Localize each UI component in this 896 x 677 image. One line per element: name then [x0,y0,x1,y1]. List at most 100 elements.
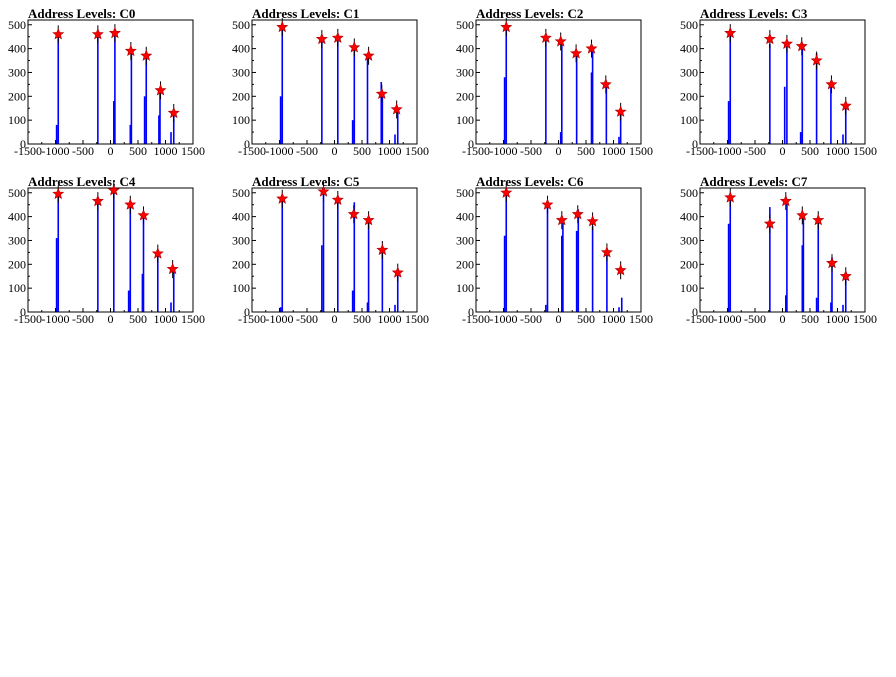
x-tick-label: 500 [353,144,371,158]
chart-panel: Address Levels: C30100200300400500-1500-… [680,6,877,158]
peak-marker [796,209,809,221]
y-tick-label: 400 [8,42,26,56]
x-tick-label: 0 [780,144,786,158]
x-tick-label: -1000 [42,312,70,326]
x-tick-label: -500 [520,144,542,158]
peak-marker [839,99,852,111]
x-tick-label: 0 [556,144,562,158]
chart-panel: Address Levels: C60100200300400500-1500-… [456,174,653,326]
x-tick-label: 1500 [853,144,877,158]
x-tick-label: -1500 [462,144,490,158]
chart-panel: Address Levels: C00100200300400500-1500-… [8,6,205,158]
y-tick-label: 500 [680,18,698,32]
x-tick-label: 1000 [154,312,178,326]
x-tick-label: -1500 [238,312,266,326]
x-tick-label: 1000 [826,144,850,158]
plot-frame [475,187,642,313]
x-tick-label: 0 [332,312,338,326]
chart-title: Address Levels: C3 [700,6,808,21]
peak-marker [154,84,167,96]
y-tick-label: 300 [456,65,474,79]
peak-marker [52,27,65,40]
x-tick-label: 1000 [826,312,850,326]
peak-marker [124,44,137,57]
peak-marker [614,263,627,276]
y-tick-label: 100 [8,113,26,127]
plot-frame [251,19,418,145]
chart-panel: Address Levels: C40100200300400500-1500-… [8,174,205,326]
x-tick-label: 1500 [181,144,205,158]
y-tick-label: 500 [456,18,474,32]
chart-title: Address Levels: C5 [252,174,360,189]
x-tick-label: 500 [801,144,819,158]
peak-marker [331,193,344,206]
x-tick-label: 500 [353,312,371,326]
x-tick-label: -500 [744,144,766,158]
y-tick-label: 100 [680,113,698,127]
y-tick-label: 0 [692,137,698,151]
x-tick-label: 500 [577,144,595,158]
y-tick-label: 200 [680,257,698,271]
peak-marker [140,49,153,61]
x-tick-label: -1500 [238,144,266,158]
chart-title: Address Levels: C6 [476,174,584,189]
x-tick-label: -500 [72,144,94,158]
peak-marker [390,103,403,115]
y-tick-label: 400 [232,42,250,56]
y-tick-label: 300 [8,65,26,79]
x-tick-label: -1000 [490,144,518,158]
y-tick-label: 200 [456,257,474,271]
x-tick-label: 1000 [602,144,626,158]
peak-marker [391,266,404,278]
x-tick-label: -500 [520,312,542,326]
x-tick-label: 0 [556,312,562,326]
peak-marker [376,243,389,256]
peak-marker [555,213,568,226]
y-tick-label: 0 [244,137,250,151]
y-tick-label: 200 [8,257,26,271]
peak-marker [724,26,737,39]
peak-marker [614,105,627,117]
peak-marker [52,187,65,200]
peak-marker [539,31,552,43]
peak-marker [107,184,120,196]
peak-marker [137,209,150,221]
y-tick-label: 400 [680,42,698,56]
chart-panel: Address Levels: C20100200300400500-1500-… [456,6,653,158]
peak-marker [317,185,330,197]
peak-marker [586,215,599,227]
y-tick-label: 200 [456,89,474,103]
y-tick-label: 0 [468,137,474,151]
plot-frame [699,187,866,313]
peak-marker [780,37,793,49]
x-tick-label: 0 [780,312,786,326]
peak-marker [362,49,375,61]
x-tick-label: 0 [108,312,114,326]
x-tick-label: 1000 [602,312,626,326]
y-tick-label: 300 [680,65,698,79]
peak-marker [825,256,839,269]
plot-frame [251,187,418,313]
y-tick-label: 100 [232,281,250,295]
chart-title: Address Levels: C4 [28,174,136,189]
peak-marker [554,35,567,47]
plot-frame [27,187,194,313]
y-tick-label: 0 [468,305,474,319]
peak-marker [362,213,375,226]
y-tick-label: 500 [456,186,474,200]
y-tick-label: 300 [456,233,474,247]
peak-marker [276,192,289,204]
y-tick-label: 200 [232,257,250,271]
x-tick-label: -1500 [686,312,714,326]
x-tick-label: 1000 [378,144,402,158]
peak-marker [810,54,823,66]
chart-title: Address Levels: C7 [700,174,808,189]
x-tick-label: -1000 [490,312,518,326]
y-tick-label: 200 [232,89,250,103]
peak-marker [151,247,164,259]
peak-marker [331,31,344,43]
peak-marker [124,198,137,210]
peak-marker [167,106,180,119]
peak-marker [571,207,584,220]
x-tick-label: -500 [744,312,766,326]
